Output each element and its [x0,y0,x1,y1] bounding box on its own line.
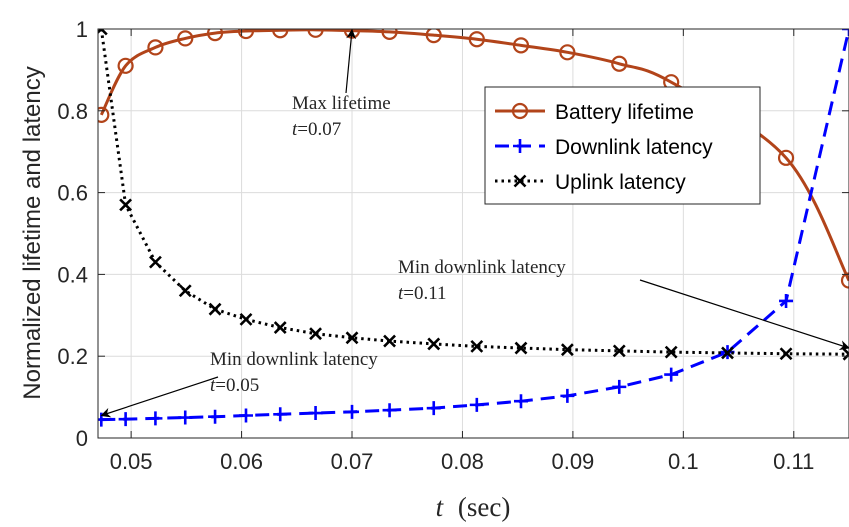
data-point [239,312,253,326]
data-point [470,339,484,353]
legend-marker [511,102,529,120]
data-point [177,30,194,47]
legend-item-battery-lifetime: Battery lifetime [495,101,694,124]
annotation-arrow [100,376,219,418]
annotation-value: t=0.05 [210,375,259,396]
y-tick-label: 0 [76,426,88,451]
data-point [425,29,442,44]
data-point [98,106,110,123]
y-axis-label: Normalized lifetime and latency [19,66,46,399]
data-point [469,397,484,412]
series-battery-lifetime [98,29,849,289]
annotation-arrow [639,279,849,350]
x-axis-label: t (sec) [436,492,511,522]
data-point [381,29,398,40]
data-point [664,367,679,382]
legend-item-uplink-latency: Uplink latency [495,171,686,194]
y-tick-label: 0.8 [57,99,88,124]
data-point [779,347,793,361]
legend-item-downlink-latency: Downlink latency [495,136,713,159]
data-point [842,347,849,361]
x-axis-label-unit: (sec) [458,492,510,522]
data-point [560,343,574,357]
annotation-title: Min downlink latency [210,349,378,370]
x-tick-label: 0.05 [110,449,153,474]
data-point [664,345,678,359]
data-point [119,198,133,212]
data-point [148,411,163,426]
data-point [208,302,222,316]
data-point [382,403,397,418]
legend-label: Uplink latency [555,171,686,194]
series-uplink-latency [98,29,849,361]
legend: Battery lifetime Downlink latency Uplink l… [484,86,761,205]
data-point [178,284,192,298]
y-tick-label: 1 [76,17,88,42]
x-tick-label: 0.1 [668,449,699,474]
data-point [612,379,627,394]
y-tick-label: 0.6 [57,181,88,206]
data-point [427,337,441,351]
legend-label: Downlink latency [555,136,713,159]
data-point [345,331,359,345]
data-point [560,388,575,403]
annotation-title: Max lifetime [292,93,391,114]
annotation: Max lifetime t=0.07 [292,28,391,140]
data-point [559,44,576,61]
data-point [149,255,162,269]
data-point [777,149,795,166]
data-point [612,344,626,358]
data-point [272,29,289,39]
y-tick-label: 0.2 [57,344,88,369]
x-tick-label: 0.07 [331,449,374,474]
annotations: Max lifetime t=0.07 Min downlink latency t=… [100,28,849,418]
data-point [514,341,528,355]
data-point [208,409,223,424]
data-point [238,408,253,423]
data-point [117,57,134,74]
annotation-value: t=0.11 [398,283,447,304]
plot-frame [97,28,849,439]
data-point [118,412,133,427]
data-point [98,29,108,36]
data-point [308,406,323,421]
annotation-title: Min downlink latency [398,257,566,278]
y-tick-label: 0.4 [57,262,88,287]
legend-marker [513,174,527,188]
data-point [468,31,485,48]
data-point [147,39,164,56]
data-point [512,37,530,54]
data-point [206,29,224,42]
x-tick-label: 0.09 [551,449,594,474]
data-point [345,404,360,419]
legend-marker [513,139,527,153]
annotation-arrow [345,28,357,94]
data-point [426,401,441,416]
data-point [273,407,288,422]
data-point [178,410,193,425]
data-point [779,293,794,308]
x-tick-label: 0.06 [220,449,263,474]
data-point [840,272,849,289]
data-point [309,327,322,341]
data-point [721,346,734,360]
annotation: Min downlink latency t=0.11 [398,257,849,350]
data-point [273,321,287,334]
data-point [307,29,324,38]
data-point [513,394,528,409]
legend-label: Battery lifetime [555,101,694,124]
data-point [611,55,628,72]
annotation: Min downlink latency t=0.05 [100,349,378,418]
ticks: 0.05 0.06 0.07 0.08 0.09 0.1 0.11 0 0.2 0.4 0.6 0.8… [57,17,849,474]
data-point [237,29,255,40]
x-axis-label-var: t [436,492,445,522]
x-tick-label: 0.08 [441,449,484,474]
x-tick-label: 0.11 [773,449,814,474]
annotation-value: t=0.07 [292,119,341,140]
data-point [383,334,396,348]
